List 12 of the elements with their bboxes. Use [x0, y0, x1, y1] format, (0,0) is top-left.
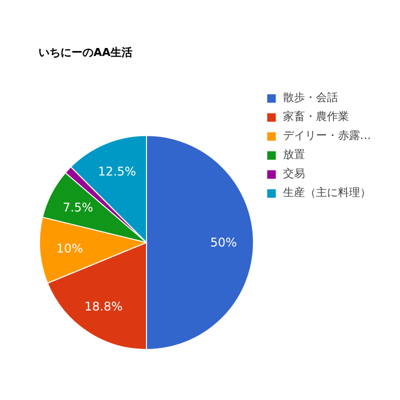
legend-label: 家畜・農作業 — [283, 109, 349, 124]
data-label: 50% — [210, 236, 237, 250]
legend-label: 放置 — [283, 147, 305, 162]
data-label: 10% — [56, 241, 84, 256]
legend-label: 散歩・会話 — [283, 90, 338, 105]
legend-label: 交易 — [283, 166, 305, 181]
data-label: 7.5% — [62, 200, 94, 214]
legend-label: デイリー・赤露… — [283, 128, 371, 143]
chart-title: いちにーのAA生活 — [38, 46, 133, 59]
data-label: 18.8% — [84, 299, 123, 314]
data-label: 12.5% — [98, 164, 136, 178]
legend-label: 生産（主に料理） — [283, 185, 371, 200]
